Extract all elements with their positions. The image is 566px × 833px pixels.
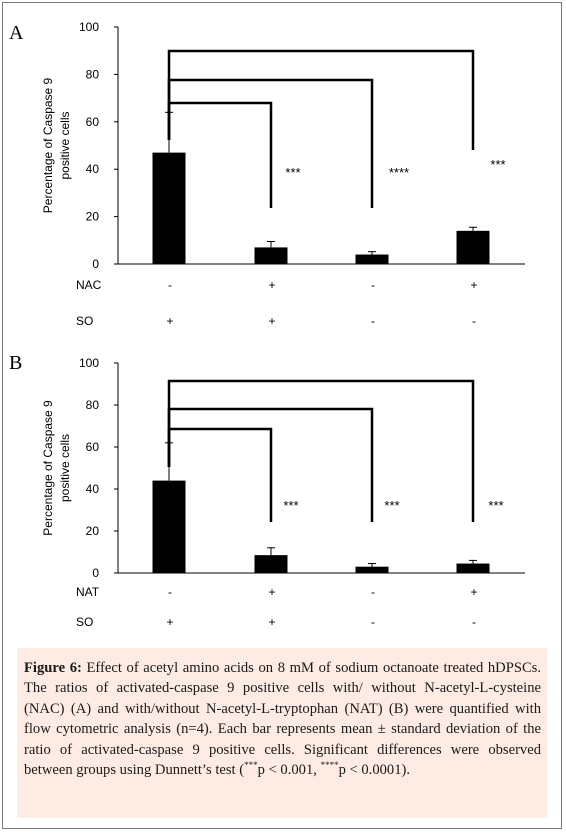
condition-sign: + (166, 314, 173, 328)
condition-sign: - (371, 615, 375, 629)
figure-caption-sup-1: *** (244, 760, 258, 771)
bar (355, 566, 389, 573)
y-tick-label: 40 (86, 162, 100, 176)
y-axis-label-line-1: Percentage of Caspase 9 (41, 400, 55, 536)
condition-sign: + (470, 585, 477, 599)
y-tick-label: 0 (92, 566, 99, 580)
y-tick-label: 100 (79, 356, 99, 370)
bar (456, 563, 490, 573)
figure-caption-text-3: p < 0.0001). (338, 762, 411, 779)
figure-caption: Figure 6: Effect of acetyl amino acids o… (17, 648, 547, 818)
bar (254, 555, 288, 573)
bar (152, 480, 186, 573)
y-tick-label: 40 (86, 482, 100, 496)
condition-row-label: NAT (76, 585, 100, 599)
bar (152, 152, 186, 264)
condition-sign: - (472, 314, 476, 328)
bar (254, 247, 288, 264)
condition-sign: + (268, 585, 275, 599)
figure-caption-text-2: p < 0.001, (257, 762, 321, 779)
bar (456, 230, 490, 264)
significance-label: *** (384, 498, 399, 513)
condition-sign: - (371, 585, 375, 599)
significance-bracket (167, 49, 475, 150)
condition-sign: - (168, 278, 172, 292)
panel-label-a: A (9, 22, 24, 44)
condition-row-label: SO (76, 314, 93, 328)
condition-sign: + (268, 314, 275, 328)
panel-label-b: B (9, 352, 23, 374)
condition-sign: - (168, 585, 172, 599)
significance-label: **** (389, 165, 409, 180)
significance-bracket (167, 379, 475, 522)
y-tick-label: 60 (86, 115, 100, 129)
figure-caption-label: Figure 6: (24, 660, 82, 676)
figure-caption-text-1: Effect of acetyl amino acids on 8 mM of … (24, 660, 541, 779)
significance-label: *** (285, 165, 300, 180)
significance-label: *** (488, 498, 503, 513)
chart-panel-a: 0 20 40 60 80 100 Percentage of Caspase 9 posit… (41, 20, 525, 328)
y-tick-label: 60 (86, 440, 100, 454)
y-axis-label-line-2: positive cells (58, 111, 72, 179)
condition-sign: + (268, 278, 275, 292)
condition-sign: + (166, 615, 173, 629)
figure-caption-sup-2: **** (320, 760, 339, 771)
condition-sign: - (371, 314, 375, 328)
y-tick-label: 0 (92, 257, 99, 271)
condition-row-label: NAC (76, 278, 102, 292)
y-tick-label: 20 (86, 210, 100, 224)
y-tick-label: 20 (86, 524, 100, 538)
condition-sign: + (470, 278, 477, 292)
y-tick-label: 80 (86, 67, 100, 81)
chart-panel-b: 0 20 40 60 80 100 Percentage of Caspase 9 posit… (41, 356, 525, 629)
bar (355, 254, 389, 264)
condition-sign: - (371, 278, 375, 292)
significance-label: *** (490, 157, 505, 172)
condition-sign: + (268, 615, 275, 629)
y-axis-label-line-1: Percentage of Caspase 9 (41, 77, 55, 213)
y-tick-label: 80 (86, 398, 100, 412)
y-tick-label: 100 (79, 20, 99, 34)
significance-label: *** (283, 498, 298, 513)
condition-sign: - (472, 615, 476, 629)
condition-row-label: SO (76, 615, 93, 629)
y-axis-label-line-2: positive cells (58, 434, 72, 502)
